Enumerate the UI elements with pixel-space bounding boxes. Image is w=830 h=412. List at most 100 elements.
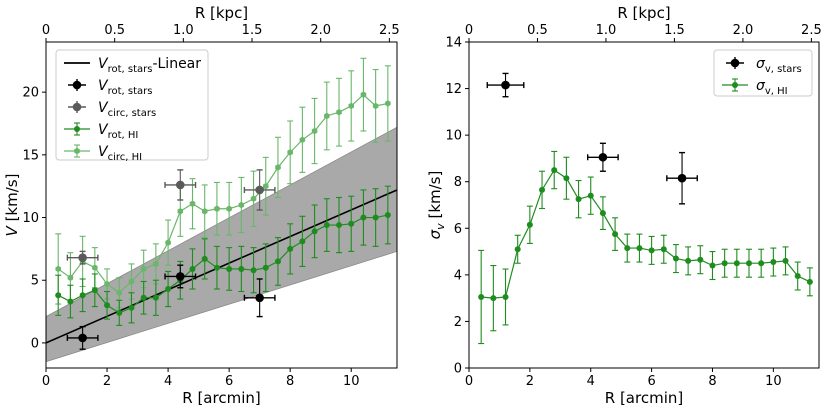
series-v-stars — [486, 72, 698, 205]
data-point — [153, 260, 159, 268]
x-tick-label: 0 — [42, 374, 50, 389]
data-point — [323, 222, 330, 229]
data-point — [385, 100, 391, 107]
data-point — [140, 294, 147, 301]
y-tick-label: 10 — [22, 211, 39, 226]
series-line — [481, 169, 811, 299]
x-tick-label: 8 — [286, 374, 294, 389]
plot-area — [46, 57, 397, 363]
x-tick-label: 10 — [765, 374, 782, 389]
data-point — [733, 260, 740, 267]
data-point — [175, 272, 185, 281]
data-point — [758, 260, 765, 267]
y-tick-label: 0 — [31, 336, 39, 351]
x-tick-label: 2 — [103, 374, 111, 389]
y-tick-label: 12 — [445, 82, 462, 97]
data-point — [526, 221, 533, 228]
top-tick-label: 0 — [42, 23, 50, 38]
data-point — [238, 201, 245, 209]
y-axis-label: V [km/s] — [3, 174, 21, 237]
series-rot-stars — [66, 264, 276, 350]
data-point — [78, 333, 87, 343]
data-point — [213, 264, 220, 271]
top-axis-label: R [kpc] — [617, 4, 670, 22]
top-tick-label: 1.5 — [242, 23, 263, 38]
legend-box — [55, 49, 209, 161]
legend-entry: Vrot, stars — [68, 78, 152, 97]
data-point — [372, 214, 379, 221]
data-point — [598, 152, 608, 162]
data-point — [770, 259, 777, 266]
legend-entry: Vrot, HI — [64, 122, 138, 141]
legend-label: σv, HI — [756, 78, 788, 97]
top-tick-label: 2.5 — [379, 23, 400, 38]
data-point — [128, 304, 135, 311]
data-point — [255, 293, 264, 303]
data-point — [721, 260, 728, 267]
data-point — [189, 200, 196, 207]
series-v-hi — [478, 150, 813, 345]
x-tick-label: 8 — [708, 374, 716, 389]
data-point — [177, 208, 184, 215]
y-tick-label: 6 — [454, 222, 462, 237]
legend-label: Vrot, stars — [98, 78, 152, 97]
data-point — [299, 136, 306, 143]
data-point — [348, 220, 355, 227]
legend-marker — [72, 80, 82, 90]
data-point — [92, 264, 98, 271]
data-point — [238, 265, 245, 272]
top-tick-label: 2.0 — [310, 23, 331, 38]
data-point — [311, 127, 318, 135]
axes-frame — [468, 41, 820, 369]
top-tick-label: 0.5 — [527, 23, 548, 38]
data-point — [599, 210, 606, 217]
data-point — [384, 212, 391, 219]
data-point — [677, 173, 687, 183]
data-point — [250, 195, 257, 202]
data-point — [55, 265, 61, 273]
legend-label: Vcirc, HI — [98, 144, 142, 163]
data-point — [104, 302, 111, 309]
data-point — [311, 228, 318, 235]
series-circ-stars — [66, 169, 276, 265]
data-point — [165, 239, 171, 246]
data-point — [299, 238, 306, 245]
y-tick-label: 20 — [22, 86, 39, 101]
legend: σv, stars σv, HI — [713, 49, 813, 97]
data-point — [372, 102, 379, 110]
top-tick-label: 1.5 — [664, 23, 685, 38]
legend-marker — [732, 82, 738, 88]
y-tick-label: 15 — [22, 148, 39, 163]
data-point — [55, 292, 62, 299]
data-point — [78, 253, 87, 262]
data-point — [360, 91, 367, 98]
data-point — [782, 257, 789, 264]
data-point — [262, 264, 269, 271]
legend-entry: σv, stars — [726, 56, 802, 75]
data-point — [128, 278, 135, 285]
data-point — [336, 222, 343, 229]
plot-area — [478, 72, 813, 345]
top-tick-label: 0.5 — [104, 23, 125, 38]
data-point — [360, 214, 367, 221]
data-point — [79, 292, 86, 299]
x-tick-label: 0 — [465, 374, 473, 389]
data-point — [67, 274, 74, 281]
legend-label: Vrot, stars-Linear — [98, 56, 201, 75]
data-point — [201, 255, 208, 262]
legend-label: Vrot, HI — [98, 122, 138, 141]
x-tick-label: 4 — [164, 374, 172, 389]
data-point — [275, 164, 281, 171]
data-point — [104, 280, 110, 288]
top-tick-label: 2.0 — [733, 23, 754, 38]
legend-marker — [730, 58, 740, 68]
data-point — [612, 231, 619, 238]
data-point — [587, 192, 594, 199]
data-point — [551, 167, 558, 174]
series-rot-hi — [55, 185, 391, 326]
y-axis-label: σv [km/s] — [426, 171, 447, 240]
data-point — [255, 185, 264, 195]
data-point — [648, 247, 655, 254]
legend-entry: Vrot, stars-Linear — [64, 56, 201, 75]
